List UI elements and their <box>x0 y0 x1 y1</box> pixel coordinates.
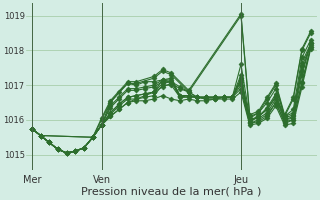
X-axis label: Pression niveau de la mer( hPa ): Pression niveau de la mer( hPa ) <box>81 187 261 197</box>
